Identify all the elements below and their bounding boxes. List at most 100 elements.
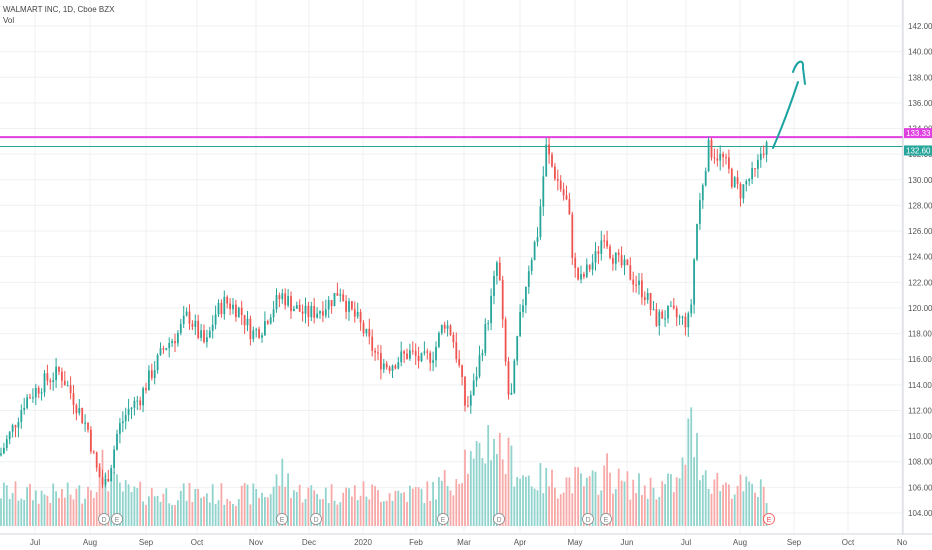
candle-body (313, 306, 316, 318)
volume-bar (646, 498, 649, 526)
volume-bar (17, 500, 20, 526)
candle-body (728, 157, 730, 169)
candle-body (632, 279, 635, 285)
candle-body (26, 397, 28, 408)
candle-body (298, 304, 301, 312)
price-axis[interactable]: 104.00 106.00 108.00 110.00 112.00 114.00 116.… (902, 0, 932, 534)
candle-body (345, 300, 347, 312)
candle-body (643, 297, 646, 300)
candle-body (745, 181, 748, 185)
volume-bar (5, 485, 8, 526)
candle-body (55, 366, 57, 381)
volume-bar (11, 493, 14, 526)
volume-bar (507, 437, 510, 526)
candle-body (365, 328, 368, 334)
volume-bar (571, 493, 574, 526)
candle-body (701, 185, 704, 201)
volume-bar (635, 493, 637, 526)
volume-bar (316, 493, 318, 526)
event-marker-text: D (496, 517, 501, 524)
event-marker-text: E (767, 517, 772, 524)
price-tick-label: 112.00 (908, 406, 932, 415)
volume-label: Vol (3, 16, 15, 25)
volume-bar (670, 474, 672, 526)
volume-bar (284, 486, 287, 526)
volume-bar (751, 483, 753, 526)
volume-bar (61, 489, 63, 526)
volume-bar (533, 488, 536, 526)
time-tick-label: Aug (733, 538, 747, 547)
volume-bars (0, 407, 768, 526)
volume-bar (693, 457, 695, 526)
candle-body (324, 309, 327, 316)
time-tick-label: Feb (409, 538, 423, 547)
candle-body (75, 405, 78, 414)
candle-body (742, 184, 745, 199)
candle-body (629, 265, 632, 280)
volume-bar (266, 497, 269, 526)
volume-bar (620, 480, 623, 526)
volume-bar (565, 477, 568, 526)
volume-bar (519, 478, 521, 526)
volume-bar (26, 487, 28, 526)
volume-bar (490, 460, 492, 526)
volume-bar (733, 494, 736, 526)
volume-bar (142, 501, 144, 526)
volume-bar (58, 497, 60, 526)
volume-bar (295, 491, 298, 526)
volume-bar (264, 496, 266, 526)
volume-bar (559, 494, 562, 526)
volume-bar (762, 486, 765, 526)
candle-body (310, 306, 313, 318)
volume-bar (127, 484, 130, 526)
event-marker-circle (310, 513, 322, 525)
candle-body (49, 380, 52, 383)
volume-bar (617, 468, 620, 526)
time-axis[interactable]: Jul Aug Sep Oct Nov Dec 2020 Feb Mar Apr May Jun Jul… (0, 533, 932, 547)
candle-body (571, 214, 574, 258)
candle-body (124, 414, 127, 422)
volume-bar (49, 502, 52, 526)
candle-body (351, 301, 353, 310)
candle-body (191, 323, 194, 327)
volume-bar (687, 418, 690, 526)
candle-body (600, 240, 603, 254)
candle-body (559, 180, 562, 190)
candle-body (264, 321, 266, 336)
volume-bar (365, 496, 368, 526)
volume-bar (638, 473, 640, 526)
candle-body (0, 453, 2, 456)
volume-bar (759, 479, 762, 526)
candle-body (200, 330, 202, 338)
volume-bar (339, 502, 342, 526)
volume-bar (530, 486, 533, 526)
volume-bar (577, 467, 579, 526)
event-marker-circle (493, 513, 505, 525)
candle-body (382, 363, 385, 370)
candle-body (385, 363, 388, 368)
price-tick-label: 138.00 (908, 73, 932, 82)
volume-bar (66, 482, 69, 526)
volume-bar (72, 499, 75, 526)
volume-bar (585, 477, 588, 526)
volume-bar (562, 492, 565, 526)
candle-body (684, 316, 687, 328)
candle-body (371, 336, 374, 351)
candle-body (478, 355, 481, 377)
candle-body (420, 352, 423, 362)
candle-body (580, 274, 582, 280)
candle-body (484, 324, 487, 353)
candle-body (542, 176, 545, 207)
candle-body (620, 255, 623, 266)
candle-body (52, 380, 55, 383)
candle-body (46, 373, 49, 381)
candle-body (37, 387, 40, 394)
volume-bar (206, 493, 208, 526)
volume-bar (34, 490, 37, 526)
price-tick-label: 106.00 (908, 483, 932, 492)
price-tick-label: 108.00 (908, 458, 932, 467)
candle-body (403, 351, 405, 354)
candle-body (29, 397, 31, 399)
candle-body (235, 304, 237, 318)
